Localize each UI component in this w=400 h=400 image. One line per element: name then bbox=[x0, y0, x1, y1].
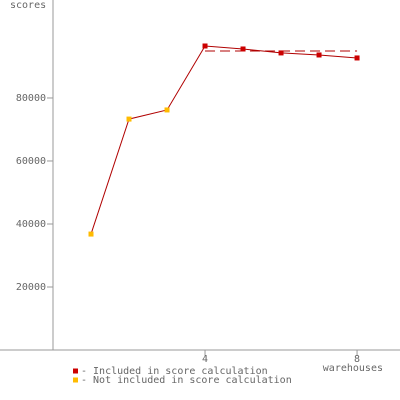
point bbox=[240, 46, 246, 52]
point bbox=[202, 43, 208, 49]
x-tick-label: 8 bbox=[354, 354, 360, 365]
legend-label: - Not included in score calculation bbox=[81, 375, 292, 386]
y-tick-label: 40000 bbox=[16, 219, 46, 230]
legend-label: - Included in score calculation bbox=[81, 366, 268, 377]
y-tick-label: 60000 bbox=[16, 156, 46, 167]
point bbox=[278, 50, 284, 56]
point bbox=[88, 231, 94, 237]
y-axis-label: scores bbox=[10, 0, 46, 11]
x-axis-label: warehouses bbox=[323, 363, 383, 374]
point bbox=[354, 55, 360, 61]
point bbox=[316, 52, 322, 58]
legend-swatch bbox=[73, 377, 78, 383]
y-tick-label: 20000 bbox=[16, 282, 46, 293]
score-curve bbox=[90, 45, 358, 235]
x-tick-label: 4 bbox=[202, 354, 208, 365]
point bbox=[164, 107, 170, 113]
y-tick-label: 80000 bbox=[16, 93, 46, 104]
point bbox=[126, 116, 132, 122]
legend-swatch bbox=[73, 368, 78, 374]
